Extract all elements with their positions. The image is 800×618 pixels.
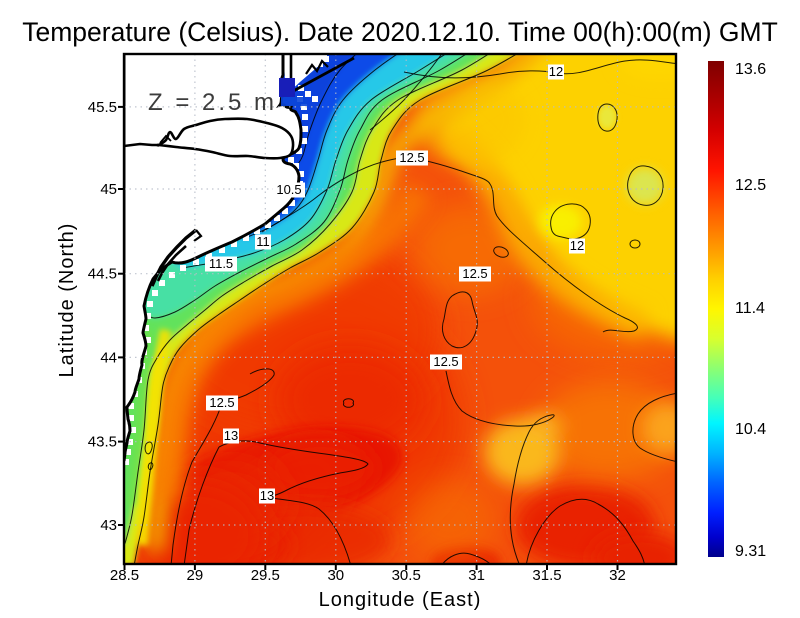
- svg-text:29: 29: [187, 567, 204, 584]
- svg-text:11: 11: [256, 234, 270, 249]
- svg-text:12: 12: [570, 238, 584, 253]
- svg-text:44.5: 44.5: [88, 266, 117, 283]
- svg-text:11.4: 11.4: [735, 300, 765, 317]
- svg-text:32: 32: [609, 567, 626, 584]
- svg-text:12.5: 12.5: [433, 354, 458, 369]
- svg-text:13: 13: [224, 428, 238, 443]
- svg-text:Latitude (North): Latitude (North): [56, 223, 78, 378]
- svg-text:9.31: 9.31: [735, 543, 766, 560]
- svg-text:13.6: 13.6: [735, 61, 766, 78]
- svg-text:31.5: 31.5: [532, 567, 561, 584]
- svg-text:12.5: 12.5: [735, 177, 766, 194]
- svg-text:30.5: 30.5: [392, 567, 421, 584]
- svg-text:12.5: 12.5: [209, 395, 234, 410]
- svg-text:12.5: 12.5: [399, 150, 424, 165]
- svg-text:Longitude (East): Longitude (East): [319, 589, 482, 611]
- svg-text:10.5: 10.5: [276, 182, 301, 197]
- svg-text:12: 12: [549, 64, 563, 79]
- svg-text:43: 43: [100, 517, 117, 534]
- svg-text:43.5: 43.5: [88, 434, 117, 451]
- svg-text:11.5: 11.5: [209, 256, 233, 271]
- svg-text:30: 30: [327, 567, 344, 584]
- svg-text:13: 13: [260, 488, 274, 503]
- svg-text:12.5: 12.5: [462, 266, 487, 281]
- svg-text:Temperature (Celsius). Date 20: Temperature (Celsius). Date 2020.12.10. …: [22, 17, 778, 47]
- svg-text:44: 44: [100, 349, 117, 366]
- svg-text:10.4: 10.4: [735, 421, 766, 438]
- svg-text:Z = 2.5 m: Z = 2.5 m: [148, 89, 277, 116]
- svg-text:45.5: 45.5: [88, 99, 117, 116]
- svg-text:29.5: 29.5: [251, 567, 280, 584]
- svg-text:31: 31: [468, 567, 485, 584]
- svg-text:45: 45: [100, 181, 117, 198]
- svg-text:28.5: 28.5: [110, 567, 139, 584]
